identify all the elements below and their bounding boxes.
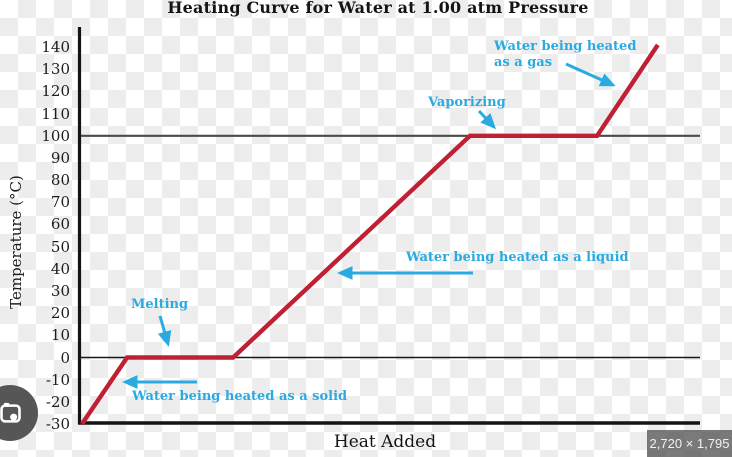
annotation-vaporizing: Vaporizing (428, 95, 506, 110)
y-tick-label: 140 (41, 38, 70, 57)
annotation-arrows (122, 62, 616, 389)
y-tick-label: 20 (50, 304, 70, 323)
y-tick-label: -30 (45, 415, 70, 433)
gas-arrow (565, 62, 616, 87)
y-tick-label: -10 (45, 370, 70, 389)
y-tick-label: 80 (50, 171, 70, 190)
annotation-gas-line2: as a gas (494, 55, 553, 70)
y-tick-label: 50 (50, 237, 70, 256)
google-lens-icon (0, 402, 21, 423)
y-tick-label: 40 (50, 259, 70, 278)
annotation-solid: Water being heated as a solid (132, 389, 348, 404)
annotation-liquid: Water being heated as a liquid (406, 250, 629, 265)
x-axis-title: Heat Added (333, 432, 437, 452)
melting-arrow (157, 315, 172, 347)
y-tick-label: -20 (45, 392, 70, 411)
y-tick-label: 110 (41, 104, 70, 123)
y-tick-label: 90 (50, 148, 70, 167)
annotation-gas-line1: Water being heated (494, 39, 637, 54)
image-size-badge: 2,720 × 1,795 (647, 430, 732, 457)
annotation-gas: Water being heated as a gas (494, 39, 636, 71)
y-tick-label: 30 (50, 281, 70, 300)
y-tick-label: 120 (41, 82, 70, 101)
reference-lines (80, 134, 700, 359)
y-tick-label: 70 (50, 193, 70, 212)
annotation-melting: Melting (131, 297, 189, 312)
y-tick-label: 100 (41, 126, 70, 145)
y-tick-label: 60 (50, 215, 70, 234)
image-size-text: 2,720 × 1,795 (649, 436, 730, 451)
vaporizing-arrow (477, 109, 497, 130)
heating-curve-line (80, 43, 660, 426)
chart-title: Heating Curve for Water at 1.00 atm Pres… (167, 0, 589, 17)
y-tick-label: 130 (41, 60, 70, 79)
y-tick-label: 0 (60, 348, 70, 367)
y-tick-label: 10 (50, 326, 70, 345)
